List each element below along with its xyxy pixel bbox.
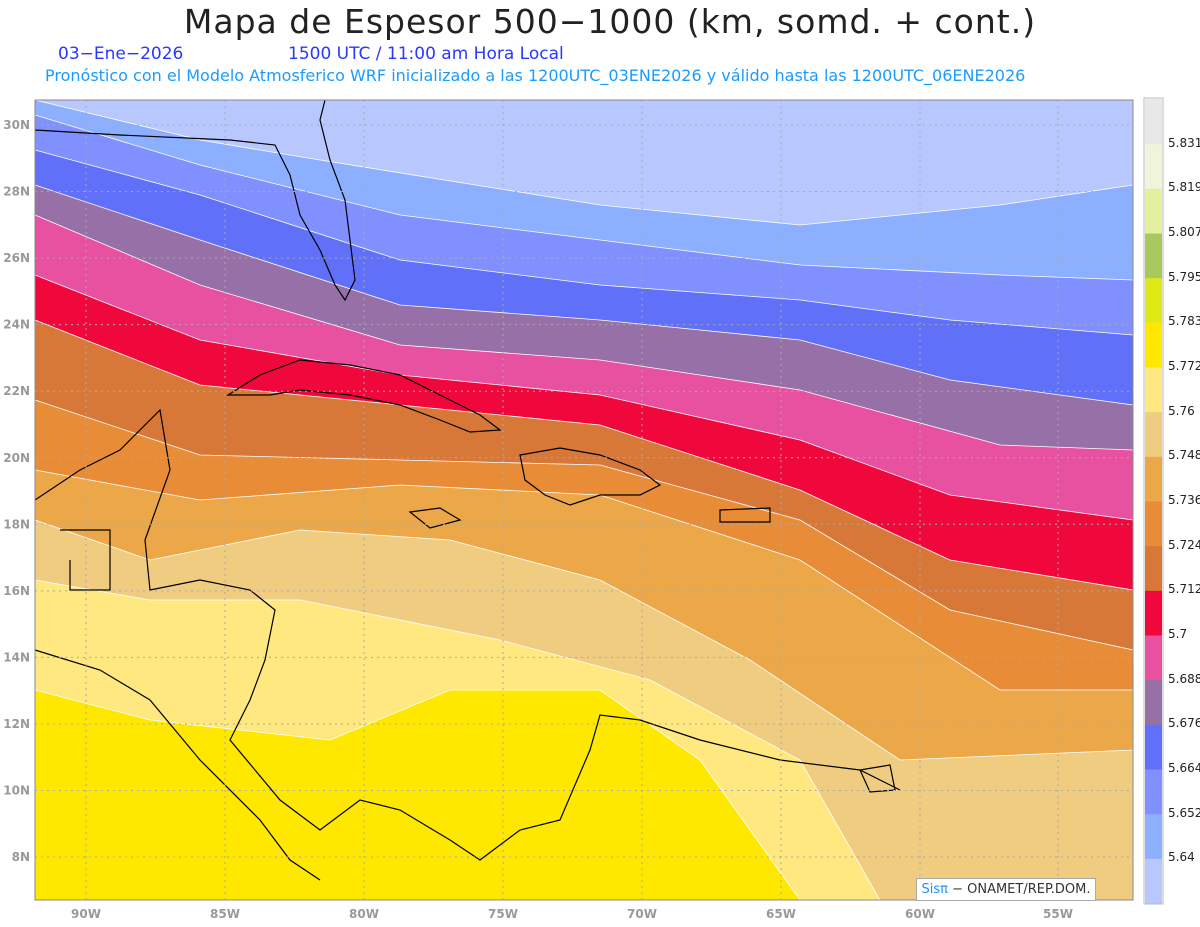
colorbar — [1143, 97, 1164, 905]
lat-label: 14N — [3, 650, 30, 664]
sispi-logo: Sisπ — [921, 882, 948, 897]
forecast-date: 03−Ene−2026 — [58, 44, 184, 64]
colorbar-label: 5.712 — [1168, 582, 1200, 597]
colorbar-label: 5.688 — [1168, 671, 1200, 686]
hispaniola-coast — [519, 447, 662, 506]
colorbar-swatch — [1145, 411, 1162, 457]
colorbar-label: 5.724 — [1168, 537, 1200, 552]
lon-label: 70W — [627, 907, 657, 921]
lon-label: 80W — [349, 907, 379, 921]
lat-label: 18N — [3, 517, 30, 531]
lat-label: 22N — [3, 384, 30, 398]
colorbar-label: 5.772 — [1168, 359, 1200, 373]
colorbar-label: 5.7 — [1168, 627, 1188, 641]
colorbar-label: 5.819 — [1168, 180, 1200, 195]
lat-label: 20N — [3, 451, 30, 465]
colorbar-label: 5.748 — [1168, 448, 1200, 463]
colorbar-swatch — [1145, 635, 1162, 681]
cuba-coast — [225, 359, 502, 433]
lat-label: 10N — [3, 784, 30, 798]
colorbar-swatch — [1145, 322, 1162, 368]
thickness-bands — [34, 99, 1134, 901]
lat-label: 16N — [3, 584, 30, 598]
florida-coast — [34, 99, 356, 302]
colorbar-swatch — [1145, 233, 1162, 279]
lat-label: 26N — [3, 251, 30, 265]
colorbar-label: 5.783 — [1168, 314, 1200, 329]
jamaica-coast — [408, 507, 462, 529]
lat-label: 24N — [3, 318, 30, 332]
colorbar-swatch — [1145, 456, 1162, 502]
colorbar-label: 5.831 — [1168, 135, 1200, 150]
colorbar-swatch — [1145, 769, 1162, 815]
lon-label: 65W — [766, 907, 796, 921]
credit-text: − ONAMET/REP.DOM. — [947, 882, 1091, 897]
colorbar-label: 5.807 — [1168, 225, 1200, 239]
pacific-coast — [34, 649, 321, 881]
map-title: Mapa de Espesor 500−1000 (km, somd. + co… — [183, 2, 1037, 41]
model-subtitle: Pronóstico con el Modelo Atmosferico WRF… — [45, 66, 1026, 85]
colorbar-label: 5.76 — [1168, 403, 1195, 418]
lon-label: 60W — [905, 907, 935, 921]
colorbar-swatch — [1145, 590, 1162, 636]
lon-label: 85W — [210, 907, 240, 921]
colorbar-frame — [1143, 97, 1164, 905]
lon-label: 90W — [71, 907, 101, 921]
colorbar-swatch — [1145, 367, 1162, 413]
colorbar-label: 5.736 — [1168, 493, 1200, 507]
colorbar-label: 5.664 — [1168, 761, 1200, 775]
lat-label: 30N — [3, 118, 30, 132]
forecast-time: 1500 UTC / 11:00 am Hora Local — [288, 44, 564, 64]
colorbar-swatch — [1145, 545, 1162, 591]
lat-label: 8N — [12, 850, 30, 864]
colorbar-label: 5.64 — [1168, 850, 1195, 865]
coastlines — [34, 99, 901, 881]
colorbar-swatch — [1145, 143, 1162, 189]
colorbar-swatch — [1145, 679, 1162, 725]
colorbar-swatch — [1145, 188, 1162, 234]
colorbar-label: 5.676 — [1168, 716, 1200, 731]
colorbar-label: 5.795 — [1168, 269, 1200, 284]
axis-labels: 90W 85W 80W 75W 70W 65W 60W 55W 30N 28N 26N 24N 22N 2… — [3, 118, 1073, 921]
yucatan-border — [60, 529, 111, 591]
central-america-coast — [34, 408, 901, 861]
colorbar-swatch — [1145, 813, 1162, 859]
graticule — [35, 100, 1133, 900]
lat-label: 28N — [3, 185, 30, 199]
colorbar-swatch — [1145, 858, 1162, 904]
puerto-rico-coast — [719, 507, 771, 523]
colorbar-swatch — [1145, 501, 1162, 547]
credit-box: Sisπ − ONAMET/REP.DOM. — [916, 878, 1096, 901]
colorbar-label: 5.652 — [1168, 805, 1200, 820]
colorbar-swatch — [1145, 99, 1162, 145]
colorbar-swatch — [1145, 724, 1162, 770]
lon-label: 75W — [488, 907, 518, 921]
lat-label: 12N — [3, 717, 30, 731]
lon-label: 55W — [1043, 907, 1073, 921]
colorbar-swatch — [1145, 277, 1162, 323]
map-frame — [34, 99, 1134, 901]
